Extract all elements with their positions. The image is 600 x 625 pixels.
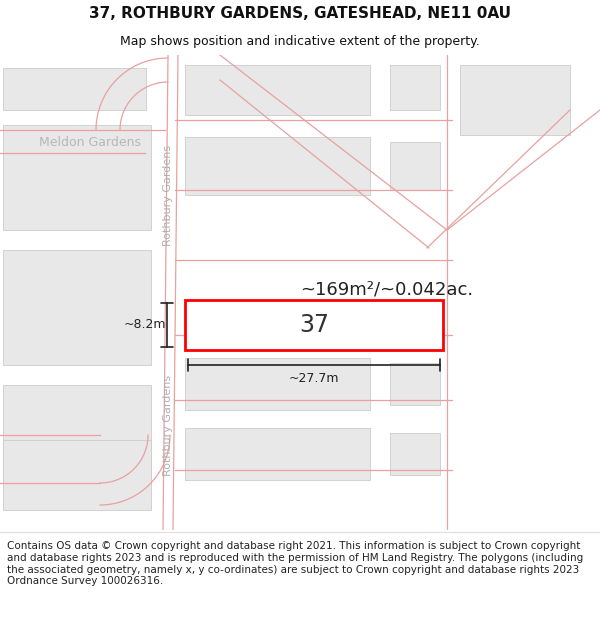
Bar [185, 428, 370, 480]
Bar [185, 65, 370, 115]
Bar [3, 250, 151, 365]
Bar [185, 300, 443, 350]
Bar [185, 358, 370, 410]
Text: 37, ROTHBURY GARDENS, GATESHEAD, NE11 0AU: 37, ROTHBURY GARDENS, GATESHEAD, NE11 0A… [89, 6, 511, 21]
Text: Contains OS data © Crown copyright and database right 2021. This information is : Contains OS data © Crown copyright and d… [7, 541, 583, 586]
Text: 37: 37 [299, 313, 329, 337]
Bar [390, 65, 440, 110]
Text: Rothbury Gardens: Rothbury Gardens [163, 144, 173, 246]
Text: ~27.7m: ~27.7m [289, 372, 339, 386]
Text: ~8.2m: ~8.2m [124, 319, 166, 331]
Bar [3, 440, 151, 510]
Bar [3, 125, 151, 230]
Bar [460, 65, 570, 135]
Text: Meldon Gardens: Meldon Gardens [39, 136, 141, 149]
Text: Rothbury Gardens: Rothbury Gardens [163, 374, 173, 476]
Bar [3, 385, 151, 485]
Bar [390, 142, 440, 190]
Bar [390, 433, 440, 475]
Text: ~169m²/~0.042ac.: ~169m²/~0.042ac. [300, 281, 473, 299]
Text: Map shows position and indicative extent of the property.: Map shows position and indicative extent… [120, 35, 480, 48]
Bar [185, 137, 370, 195]
Bar [390, 363, 440, 405]
Bar [3, 68, 146, 110]
